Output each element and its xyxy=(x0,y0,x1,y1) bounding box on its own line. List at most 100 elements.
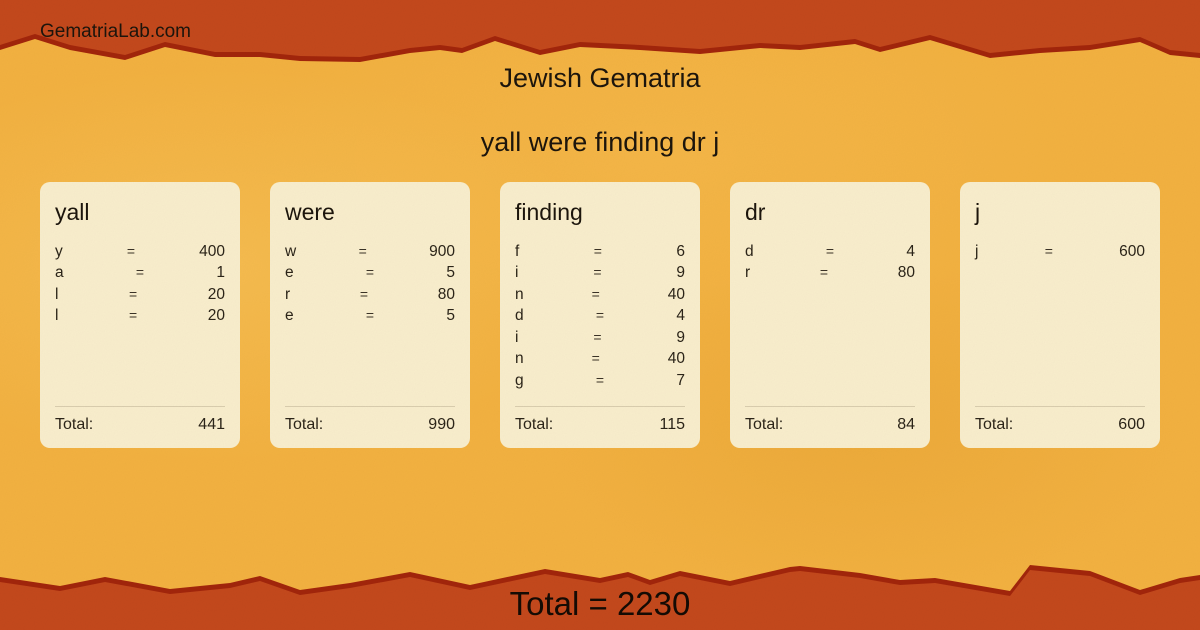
letter: r xyxy=(745,264,751,282)
letter-row: n = 40 xyxy=(515,284,685,306)
letter-rows: f = 6 i = 9 n = 40 d = 4 i = 9 n = 40 g … xyxy=(515,241,685,392)
card-total-value: 84 xyxy=(897,416,915,433)
equals-sign: = xyxy=(593,242,602,259)
letter-value: 80 xyxy=(437,285,455,303)
letter-row: g = 7 xyxy=(515,370,685,392)
letter-value: 6 xyxy=(676,242,685,260)
equals-sign: = xyxy=(595,371,605,388)
letter-row: w = 900 xyxy=(285,241,455,263)
letter: g xyxy=(515,371,524,389)
letter-value: 4 xyxy=(676,307,685,325)
card-total-label: Total: xyxy=(975,416,1014,433)
letter-row: e = 5 xyxy=(285,305,455,327)
letter: d xyxy=(515,307,524,325)
card-total-row: Total: 115 xyxy=(515,416,685,434)
letter: f xyxy=(515,242,520,260)
letter-row: i = 9 xyxy=(515,327,685,349)
letter-value: 4 xyxy=(906,242,915,260)
card-total-row: Total: 990 xyxy=(285,416,455,434)
letter-value: 20 xyxy=(207,285,225,303)
letter: n xyxy=(515,285,524,303)
letter: y xyxy=(55,242,63,260)
letter-row: d = 4 xyxy=(745,241,915,263)
letter-value: 9 xyxy=(676,328,685,346)
card-spacer xyxy=(285,327,455,406)
letter: i xyxy=(515,328,519,346)
letter: e xyxy=(285,264,294,282)
word-card: yall y = 400 a = 1 l = 20 l = 20 Total: … xyxy=(40,182,240,448)
equals-sign: = xyxy=(129,307,138,324)
letter-row: j = 600 xyxy=(975,241,1145,263)
card-total-label: Total: xyxy=(285,416,324,433)
letter-rows: w = 900 e = 5 r = 80 e = 5 xyxy=(285,241,455,327)
card-total-value: 441 xyxy=(198,416,225,433)
card-spacer xyxy=(515,391,685,406)
card-divider xyxy=(975,406,1145,407)
letter-row: e = 5 xyxy=(285,262,455,284)
card-total-row: Total: 600 xyxy=(975,416,1145,434)
letter: i xyxy=(515,264,519,282)
letter: l xyxy=(55,307,59,325)
equals-sign: = xyxy=(825,242,835,259)
letter-row: l = 20 xyxy=(55,284,225,306)
equals-sign: = xyxy=(365,264,375,281)
card-total-value: 115 xyxy=(659,416,685,433)
letter: j xyxy=(975,242,979,260)
equals-sign: = xyxy=(595,307,605,324)
grand-total: Total = 2230 xyxy=(509,585,691,622)
card-spacer xyxy=(55,327,225,406)
letter-row: n = 40 xyxy=(515,348,685,370)
word-card: j j = 600 Total: 600 xyxy=(960,182,1160,448)
letter-value: 40 xyxy=(667,285,685,303)
letter-rows: y = 400 a = 1 l = 20 l = 20 xyxy=(55,241,225,327)
letter-row: d = 4 xyxy=(515,305,685,327)
letter-value: 80 xyxy=(897,264,915,282)
letter-value: 900 xyxy=(429,242,455,260)
card-spacer xyxy=(975,262,1145,406)
equals-sign: = xyxy=(365,307,375,324)
letter-row: y = 400 xyxy=(55,241,225,263)
letter-value: 400 xyxy=(199,242,225,260)
letter: n xyxy=(515,350,524,368)
card-divider xyxy=(55,406,225,407)
word-card: were w = 900 e = 5 r = 80 e = 5 Total: 9… xyxy=(270,182,470,448)
letter-row: r = 80 xyxy=(285,284,455,306)
card-spacer xyxy=(745,284,915,406)
letter-value: 9 xyxy=(676,264,685,282)
card-total-label: Total: xyxy=(55,416,94,433)
letter: d xyxy=(745,242,754,260)
card-word: yall xyxy=(55,199,90,225)
letter-row: f = 6 xyxy=(515,241,685,263)
card-total-label: Total: xyxy=(515,416,554,433)
card-word: finding xyxy=(515,199,583,225)
site-logo-text: GematriaLab.com xyxy=(40,21,192,42)
equals-sign: = xyxy=(1044,242,1053,259)
letter: w xyxy=(285,242,297,260)
equals-sign: = xyxy=(358,242,367,259)
card-total-row: Total: 84 xyxy=(745,416,915,434)
equals-sign: = xyxy=(135,264,145,281)
letter-row: l = 20 xyxy=(55,305,225,327)
letter-value: 40 xyxy=(667,350,685,368)
letter-value: 5 xyxy=(446,264,455,282)
equals-sign: = xyxy=(126,242,136,259)
equals-sign: = xyxy=(593,264,602,281)
letter-rows: d = 4 r = 80 xyxy=(745,241,915,284)
letter: l xyxy=(55,285,59,303)
equals-sign: = xyxy=(359,285,369,302)
letter-row: r = 80 xyxy=(745,262,915,284)
letter: e xyxy=(285,307,294,325)
letter-value: 1 xyxy=(216,264,225,282)
letter-value: 7 xyxy=(676,371,685,389)
card-divider xyxy=(745,406,915,407)
letter-row: i = 9 xyxy=(515,262,685,284)
equals-sign: = xyxy=(591,350,600,367)
card-total-value: 990 xyxy=(428,416,455,433)
cards-container: yall y = 400 a = 1 l = 20 l = 20 Total: … xyxy=(40,182,1160,448)
equals-sign: = xyxy=(593,328,602,345)
word-card: dr d = 4 r = 80 Total: 84 xyxy=(730,182,930,448)
card-total-label: Total: xyxy=(745,416,784,433)
query-phrase: yall were finding dr j xyxy=(480,127,720,157)
letter: r xyxy=(285,285,291,303)
card-total-row: Total: 441 xyxy=(55,416,225,434)
